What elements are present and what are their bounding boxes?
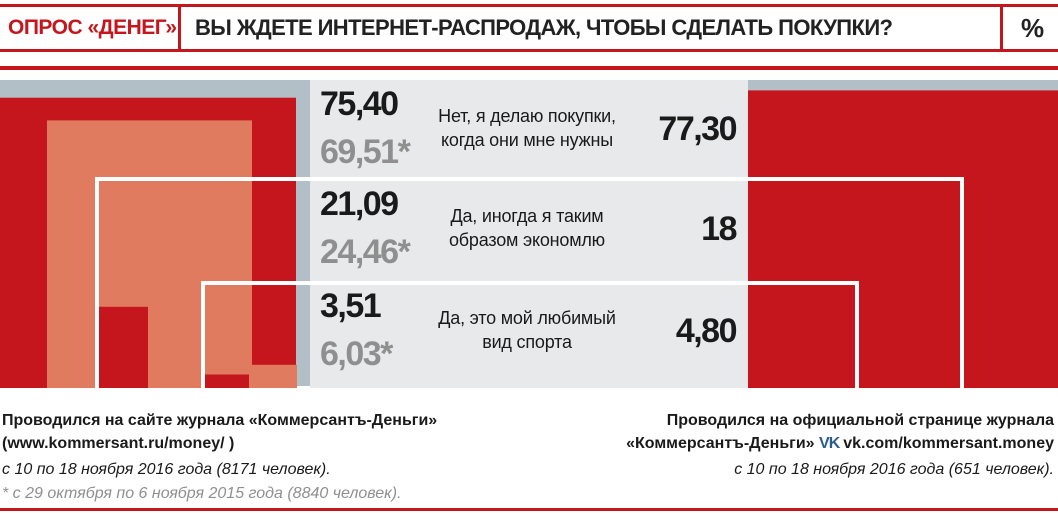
vk-logo-icon: VK (819, 435, 840, 452)
answers-panel (310, 80, 748, 388)
note-left-2: (www.kommersant.ru/money/ ) (2, 435, 235, 452)
note-right-2: «Коммерсантъ-Деньги» VK vk.com/kommersant… (626, 432, 1054, 455)
answer-line: Да, иногда я таким (450, 206, 604, 226)
value-site-2015: 6,03* (320, 335, 393, 373)
note-left-3: с 10 по 18 ноября 2016 года (8171 челове… (2, 461, 331, 478)
value-vk-2016: 18 (701, 210, 737, 248)
bar-site-2015 (148, 293, 196, 388)
bar-site-2016 (203, 374, 249, 388)
poll-label: ОПРОС «ДЕНЕГ» (8, 16, 177, 39)
unit-label: % (1020, 13, 1045, 43)
value-vk-2016: 4,80 (675, 312, 738, 350)
tier-frame (95, 177, 964, 388)
answer-line: образом экономлю (449, 230, 605, 250)
note-right-1: Проводился на официальной странице журна… (666, 412, 1054, 429)
poll-chart (0, 80, 1058, 390)
answer-line: когда они мне нужны (441, 130, 613, 150)
header-divider (178, 7, 181, 49)
note-left-4: * с 29 октября по 6 ноября 2015 года (88… (2, 485, 402, 502)
value-site-2016: 75,40 (320, 85, 399, 123)
header-underline (0, 66, 1058, 70)
note-left-1: Проводился на сайте журнала «Коммерсантъ… (2, 412, 438, 429)
bar-site-2016 (97, 306, 149, 388)
note-right-3: с 10 по 18 ноября 2016 года (651 человек… (734, 461, 1054, 478)
value-site-2016: 3,51 (320, 287, 382, 325)
value-vk-2016: 77,30 (658, 110, 737, 148)
value-site-2016: 21,09 (320, 185, 399, 223)
value-site-2015: 24,46* (320, 233, 411, 271)
bar-vk-2016 (862, 318, 962, 388)
page-title: ВЫ ЖДЕТЕ ИНТЕРНЕТ-РАСПРОДАЖ, ЧТОБЫ СДЕЛА… (195, 15, 893, 40)
answer-line: вид спорта (482, 332, 572, 352)
header-divider (1000, 7, 1003, 49)
answer-line: Да, это мой любимый (438, 308, 616, 328)
answer-line: Нет, я делаю покупки, (438, 106, 616, 126)
bar-site-2015 (249, 364, 297, 388)
value-site-2015: 69,51* (320, 133, 411, 171)
bottom-rule (0, 508, 1058, 511)
header: ОПРОС «ДЕНЕГ» ВЫ ЖДЕТЕ ИНТЕРНЕТ-РАСПРОДА… (0, 4, 1058, 52)
bar-vk-2016 (761, 369, 856, 388)
